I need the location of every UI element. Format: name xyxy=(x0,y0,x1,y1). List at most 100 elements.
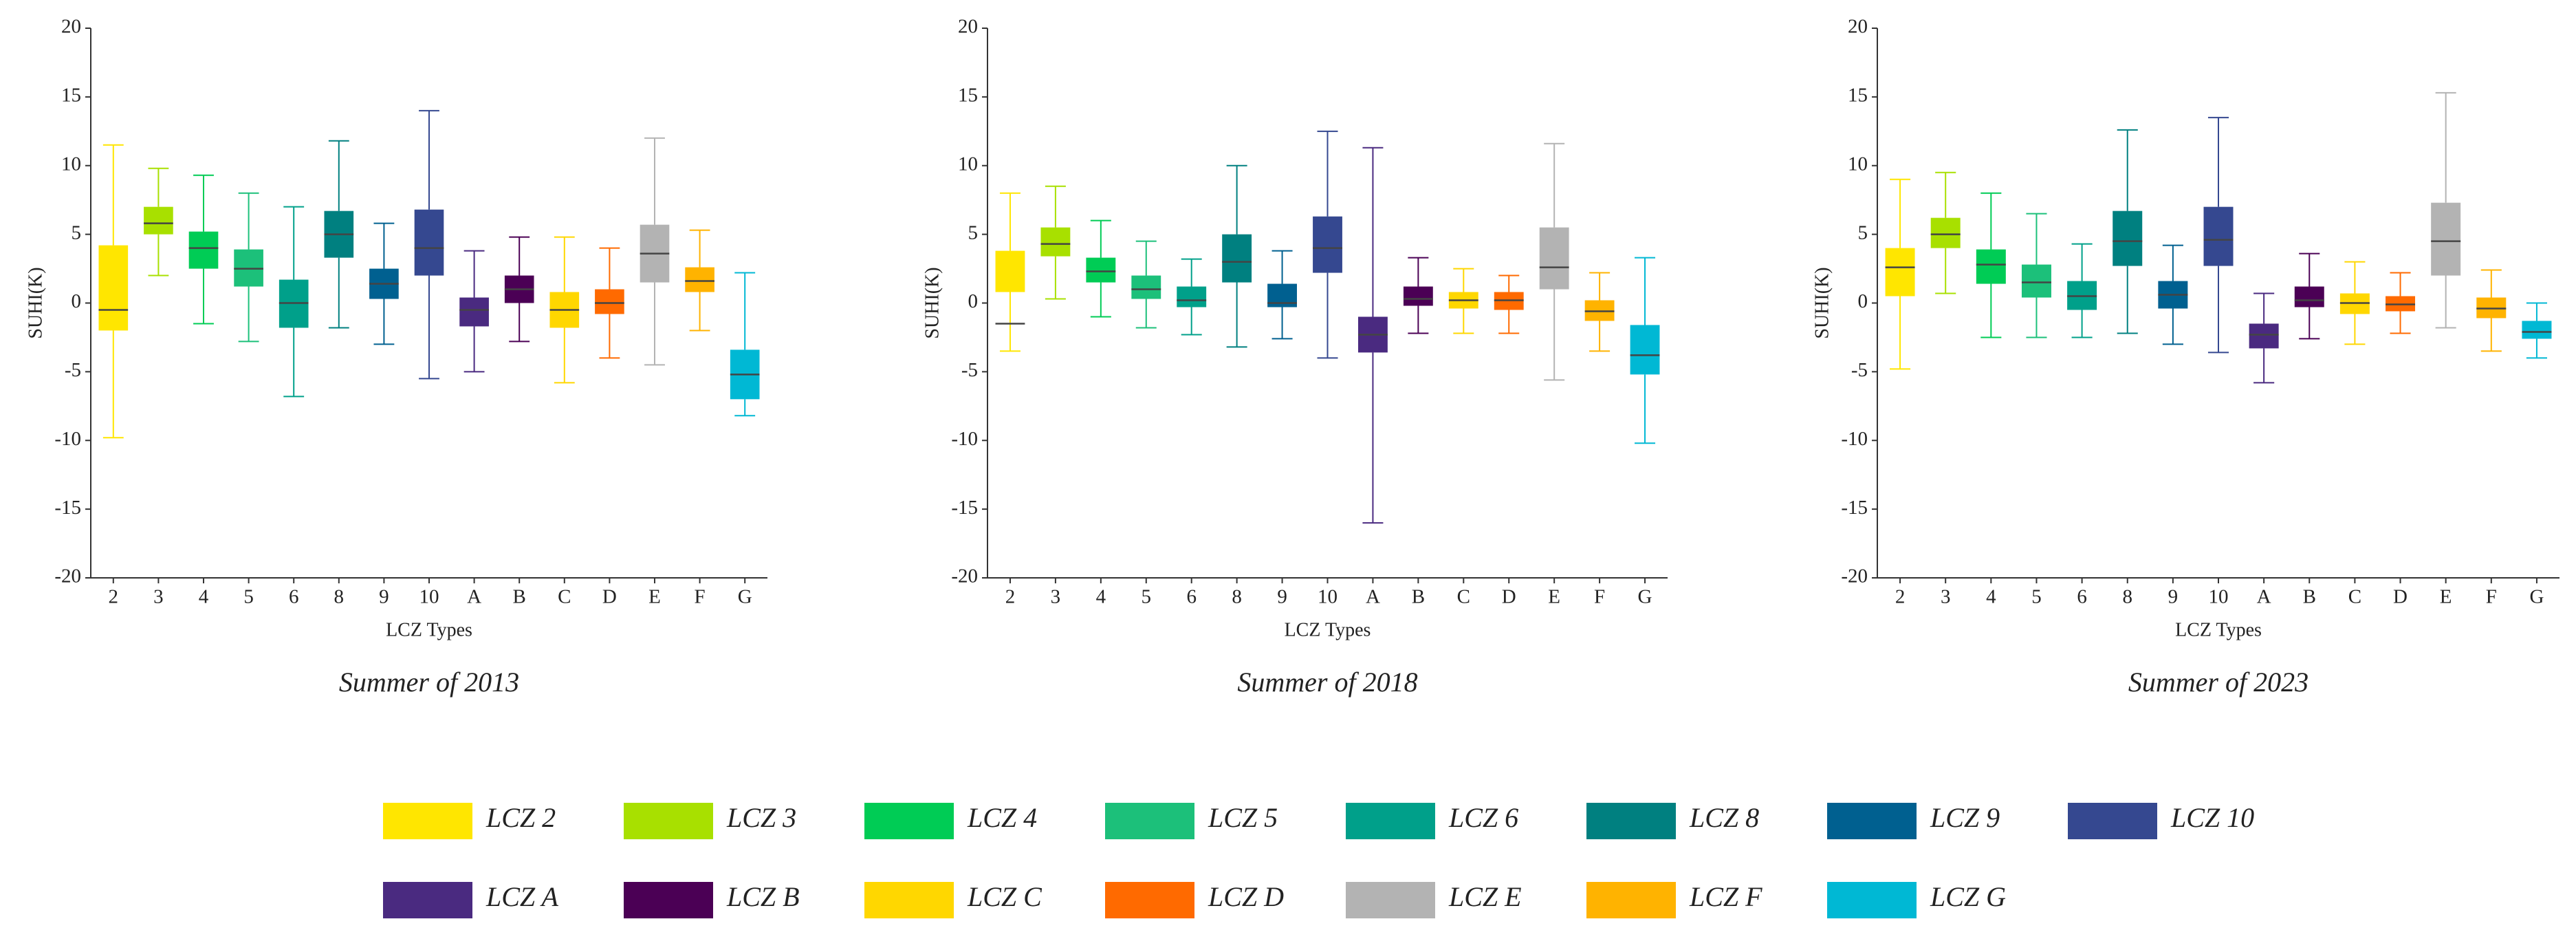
x-tick-label: C xyxy=(1457,586,1470,608)
box xyxy=(98,245,129,331)
box xyxy=(1313,216,1342,273)
y-tick-label: -5 xyxy=(1851,359,1868,381)
legend-label: LCZ 6 xyxy=(1448,802,1518,833)
x-tick-label: G xyxy=(738,586,752,608)
y-tick-label: 5 xyxy=(1858,222,1868,244)
legend-label: LCZ 9 xyxy=(1930,802,2000,833)
legend-label: LCZ G xyxy=(1930,881,2006,912)
y-tick-label: 10 xyxy=(61,153,81,175)
x-tick-label: 4 xyxy=(1986,586,1996,608)
x-tick-label: D xyxy=(2393,586,2408,608)
x-axis-label: LCZ Types xyxy=(2175,619,2262,640)
y-tick-label: -10 xyxy=(951,428,978,450)
legend-swatch xyxy=(864,882,954,918)
x-tick-label: 10 xyxy=(419,586,439,608)
y-tick-label: 10 xyxy=(958,153,978,175)
x-tick-label: D xyxy=(602,586,617,608)
x-tick-label: 10 xyxy=(1318,586,1338,608)
y-tick-label: 20 xyxy=(958,16,978,38)
y-tick-label: 5 xyxy=(72,222,82,244)
box xyxy=(1976,249,2006,284)
y-tick-label: -5 xyxy=(65,359,81,381)
x-tick-label: B xyxy=(1412,586,1425,608)
x-tick-label: 2 xyxy=(1895,586,1906,608)
legend-swatch xyxy=(383,882,472,918)
y-tick-label: -15 xyxy=(54,497,81,519)
x-tick-label: 9 xyxy=(2168,586,2179,608)
legend-swatch xyxy=(383,803,472,839)
y-tick-label: 5 xyxy=(968,222,979,244)
panel-title: Summer of 2018 xyxy=(1237,667,1417,698)
legend-label: LCZ 5 xyxy=(1208,802,1278,833)
x-tick-label: 8 xyxy=(334,586,345,608)
legend-swatch xyxy=(1586,803,1676,839)
box xyxy=(1040,227,1071,257)
y-tick-label: 0 xyxy=(72,290,82,312)
x-tick-label: 5 xyxy=(1142,586,1152,608)
legend-swatch xyxy=(864,803,954,839)
box xyxy=(459,297,489,327)
legend: LCZ 2 LCZ 3 LCZ 4 LCZ 5 LCZ 6 LCZ 8 LCZ 9 LCZ 1… xyxy=(383,802,2254,918)
box-panel: -20 -15 -10 -5 0 5 10 15 20 2 3 4 5 6 8 9 10 A B C D E F G LCZ T… xyxy=(921,16,1668,698)
x-tick-label: B xyxy=(2303,586,2316,608)
y-tick-label: 0 xyxy=(1858,290,1868,312)
y-axis-label: SUHI(K) xyxy=(1811,267,1833,338)
box xyxy=(2294,286,2324,307)
x-tick-label: F xyxy=(695,586,706,608)
x-tick-label: 3 xyxy=(1941,586,1951,608)
y-tick-label: -20 xyxy=(1841,565,1868,587)
box xyxy=(995,250,1025,292)
legend-label: LCZ 3 xyxy=(726,802,796,833)
y-axis-label: SUHI(K) xyxy=(921,267,943,338)
box xyxy=(1222,234,1252,283)
x-tick-label: 2 xyxy=(1005,586,1016,608)
legend-label: LCZ B xyxy=(726,881,800,912)
x-tick-label: C xyxy=(2348,586,2361,608)
legend-swatch xyxy=(1346,803,1435,839)
x-tick-label: 6 xyxy=(289,586,299,608)
x-tick-label: C xyxy=(558,586,571,608)
x-tick-label: F xyxy=(2486,586,2497,608)
box xyxy=(1630,325,1660,375)
legend-label: LCZ 2 xyxy=(485,802,556,833)
y-tick-label: 20 xyxy=(61,16,81,38)
x-tick-label: B xyxy=(513,586,526,608)
box xyxy=(1885,248,1915,296)
legend-swatch xyxy=(1827,882,1917,918)
legend-label: LCZ 8 xyxy=(1689,802,1759,833)
box xyxy=(1539,227,1569,290)
box xyxy=(2522,321,2552,339)
box xyxy=(1086,257,1116,283)
legend-label: LCZ 10 xyxy=(2170,802,2254,833)
x-tick-label: A xyxy=(467,586,481,608)
legend-label: LCZ F xyxy=(1689,881,1762,912)
x-axis-label: LCZ Types xyxy=(386,619,472,640)
panel-title: Summer of 2013 xyxy=(339,667,519,698)
x-tick-label: D xyxy=(1502,586,1516,608)
legend-swatch xyxy=(2068,803,2157,839)
x-tick-label: 6 xyxy=(2077,586,2087,608)
box xyxy=(2431,202,2461,276)
box xyxy=(595,289,624,314)
box xyxy=(2203,206,2234,266)
x-tick-label: 9 xyxy=(379,586,389,608)
box-panel: -20 -15 -10 -5 0 5 10 15 20 2 3 4 5 6 8 9 10 A B C D E F G LCZ T… xyxy=(1811,16,2559,698)
y-tick-label: 15 xyxy=(61,85,81,107)
y-tick-label: -10 xyxy=(1841,428,1868,450)
x-tick-label: 6 xyxy=(1186,586,1197,608)
y-tick-label: -15 xyxy=(951,497,978,519)
y-tick-label: -10 xyxy=(54,428,81,450)
y-axis-label: SUHI(K) xyxy=(25,267,46,338)
legend-label: LCZ A xyxy=(485,881,558,912)
x-axis-label: LCZ Types xyxy=(1285,619,1371,640)
x-tick-label: 4 xyxy=(199,586,209,608)
legend-swatch xyxy=(624,803,713,839)
x-tick-label: 5 xyxy=(243,586,254,608)
box xyxy=(414,209,444,276)
box-panel: -20 -15 -10 -5 0 5 10 15 20 2 3 4 5 6 8 9 10 A B C D E F G LCZ T… xyxy=(25,16,767,698)
x-tick-label: 3 xyxy=(153,586,164,608)
legend-swatch xyxy=(1105,882,1194,918)
box xyxy=(188,231,219,269)
legend-swatch xyxy=(1827,803,1917,839)
legend-label: LCZ E xyxy=(1448,881,1522,912)
